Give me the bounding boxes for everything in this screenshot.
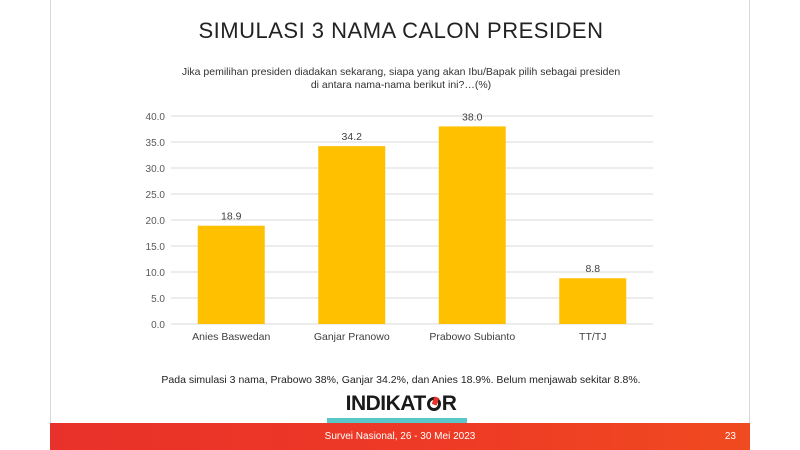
bar-value-label: 38.0 [462,111,483,123]
y-tick-label: 15.0 [146,242,166,253]
summary-note: Pada simulasi 3 nama, Prabowo 38%, Ganja… [161,374,641,386]
footer-accent-bar [327,418,467,424]
y-tick-label: 25.0 [146,190,166,201]
y-tick-label: 5.0 [151,294,165,305]
x-tick-label: Anies Baswedan [192,331,270,343]
footer-bar: Survei Nasional, 26 - 30 Mei 2023 23 [50,423,750,450]
y-tick-label: 35.0 [146,138,166,149]
bar-value-label: 34.2 [342,131,363,143]
bar [438,126,506,325]
bar [559,278,627,324]
y-tick-label: 40.0 [146,112,166,123]
y-tick-label: 0.0 [151,320,165,331]
y-tick-label: 30.0 [146,164,166,175]
bar-chart: 0.0 5.0 10.0 15.0 20.0 25.0 30.0 35.0 40.0 18.9 An… [146,111,653,343]
bar-value-label: 18.9 [221,211,242,223]
y-tick-label: 10.0 [146,268,166,279]
bar [318,146,386,324]
logo-o-icon [426,397,441,411]
bar [197,225,265,324]
x-tick-label: Ganjar Pranowo [314,331,390,343]
bar-value-label: 8.8 [585,263,600,275]
footer-survey-label: Survei Nasional, 26 - 30 Mei 2023 [324,431,476,442]
slide: SIMULASI 3 NAMA CALON PRESIDEN Jika pemi… [50,0,750,450]
indikator-logo: INDIKAT R [345,392,457,415]
page-number: 23 [724,431,736,442]
x-tick-label: TT/TJ [579,331,606,343]
x-tick-label: Prabowo Subianto [429,331,515,343]
chart-question: Jika pemilihan presiden diadakan sekaran… [181,66,621,91]
y-tick-label: 20.0 [146,216,166,227]
slide-title: SIMULASI 3 NAMA CALON PRESIDEN [198,18,604,43]
